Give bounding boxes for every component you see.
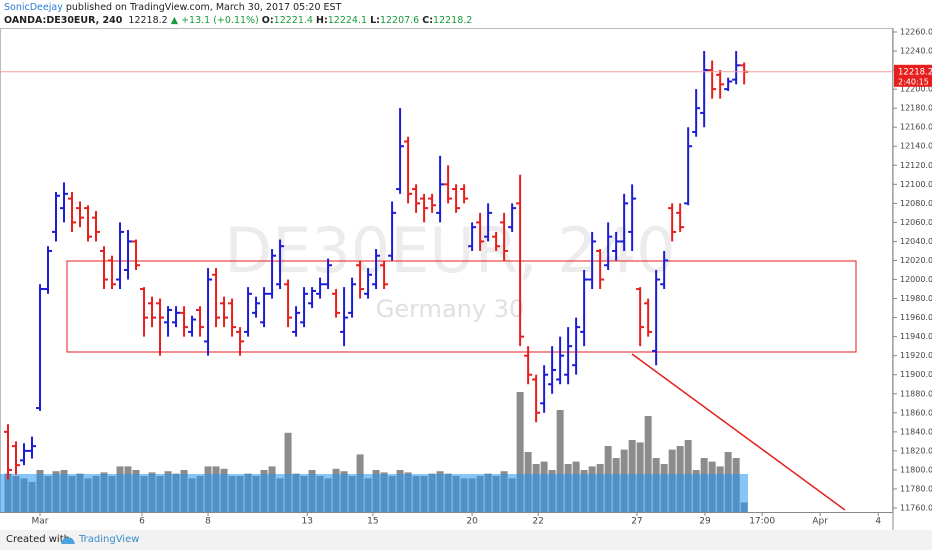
- footer: Created with TradingView: [0, 530, 932, 550]
- x-tick-label: 27: [631, 517, 642, 527]
- y-tick-label: 12240.0: [900, 47, 932, 56]
- o-label: O:: [261, 15, 274, 26]
- y-tick-label: 11760.0: [900, 504, 932, 513]
- x-tick-label: Mar: [32, 517, 49, 527]
- watermark-name: Germany 30: [376, 295, 524, 323]
- range-box[interactable]: [66, 260, 857, 353]
- l-label: L:: [370, 15, 380, 26]
- y-tick-label: 12040.0: [900, 237, 932, 246]
- y-tick-label: 12000.0: [900, 275, 932, 284]
- countdown: 2:40:15: [898, 77, 929, 86]
- y-tick-label: 11860.0: [900, 408, 932, 417]
- y-tick-label: 11940.0: [900, 332, 932, 341]
- y-tick-label: 12100.0: [900, 180, 932, 189]
- created-with: Created with: [6, 534, 70, 545]
- header-line-2: OANDA:DE30EUR, 240 12218.2 ▲ +13.1 (+0.1…: [4, 14, 472, 27]
- y-tick-label: 11780.0: [900, 484, 932, 493]
- header: SonicDeejay published on TradingView.com…: [4, 1, 472, 27]
- y-tick-label: 12260.0: [900, 27, 932, 36]
- x-tick-label: 13: [302, 517, 313, 527]
- volume-bar: [644, 416, 652, 512]
- x-tick-label: 15: [367, 517, 378, 527]
- brand[interactable]: TradingView: [79, 534, 140, 545]
- y-tick-label: 11880.0: [900, 389, 932, 398]
- change: ▲ +13.1 (+0.11%): [170, 15, 259, 26]
- logo: [61, 537, 75, 544]
- y-tick-label: 12020.0: [900, 256, 932, 265]
- y-tick-label: 12180.0: [900, 104, 932, 113]
- last-price-box: [894, 64, 932, 87]
- volume-bar: [516, 392, 524, 512]
- c-label: C:: [422, 15, 434, 26]
- x-tick-label: 17:00: [749, 517, 775, 527]
- y-tick-label: 12200.0: [900, 85, 932, 94]
- l: 12207.6: [379, 15, 420, 26]
- x-tick-label: 22: [532, 517, 543, 527]
- volume-bar: [556, 410, 564, 512]
- y-tick-label: 12120.0: [900, 161, 932, 170]
- y-tick-label: 11960.0: [900, 313, 932, 322]
- y-tick-label: 11820.0: [900, 446, 932, 455]
- y-tick-label: 12080.0: [900, 199, 932, 208]
- x-tick-label: 29: [699, 517, 711, 527]
- price: 12218.2: [128, 15, 168, 26]
- x-tick-label: Apr: [812, 517, 828, 527]
- h: 12224.1: [327, 15, 368, 26]
- h-label: H:: [316, 15, 328, 26]
- published: published on TradingView.com, March 30, …: [65, 2, 342, 13]
- x-tick-label: 4: [875, 517, 881, 527]
- x-tick-label: 8: [205, 517, 211, 527]
- trend-line[interactable]: [631, 353, 846, 511]
- volume-average-band: [0, 474, 748, 512]
- chart: DE30EUR, 240 Germany 30 12260.012240.012…: [0, 27, 932, 530]
- y-tick-label: 12160.0: [900, 123, 932, 132]
- x-tick-label: 20: [466, 517, 478, 527]
- volume-bar: [284, 432, 292, 512]
- symbol: OANDA:DE30EUR, 240: [4, 15, 123, 26]
- x-tick-label: 6: [139, 517, 145, 527]
- y-tick-label: 11900.0: [900, 370, 932, 379]
- o: 12221.4: [273, 15, 313, 26]
- y-tick-label: 11980.0: [900, 294, 932, 303]
- author[interactable]: SonicDeejay: [4, 2, 63, 13]
- last-price-label: 12218.2: [898, 67, 932, 77]
- price-bars: [4, 51, 749, 480]
- header-line-1: SonicDeejay published on TradingView.com…: [4, 1, 472, 14]
- y-tick-label: 11800.0: [900, 465, 932, 474]
- y-tick-label: 11840.0: [900, 427, 932, 436]
- y-tick-label: 11920.0: [900, 351, 932, 360]
- y-tick-label: 12140.0: [900, 142, 932, 151]
- y-tick-label: 12060.0: [900, 218, 932, 227]
- c: 12218.2: [433, 15, 473, 26]
